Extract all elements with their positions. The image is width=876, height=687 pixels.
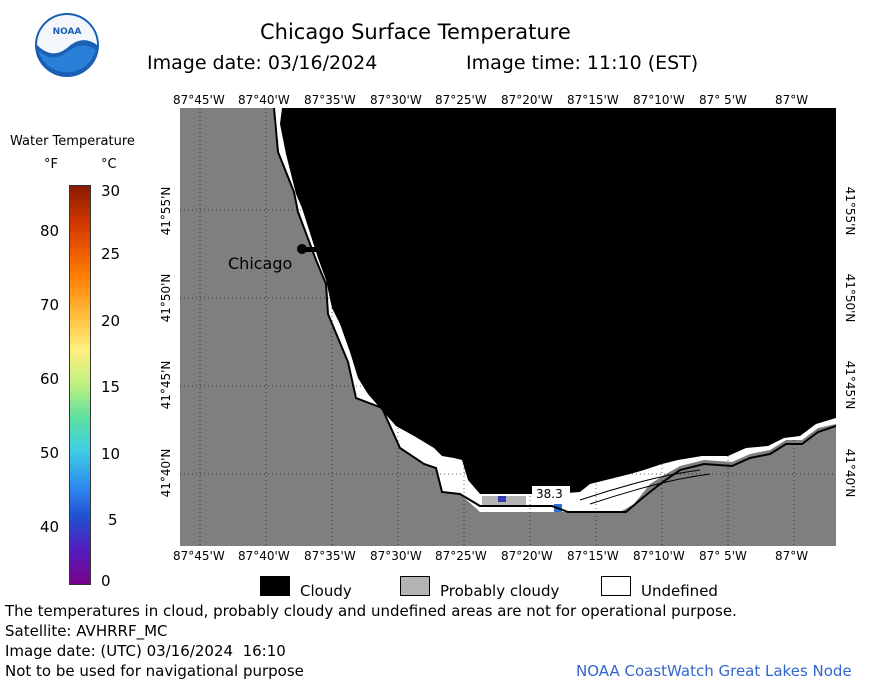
lon-label-top: 87°35'W (304, 93, 356, 107)
chicago-pier (302, 247, 324, 252)
utc-date: Image date: (UTC) 03/16/2024 16:10 (5, 642, 286, 660)
lat-label-right: 41°45'N (843, 360, 857, 410)
legend-label-cloudy: Cloudy (300, 582, 352, 600)
legend-swatch-probably-cloudy (400, 576, 430, 596)
temp-label: 38.3 (536, 487, 563, 501)
lat-label-right: 41°55'N (843, 186, 857, 236)
lon-label-bottom: 87°W (775, 549, 809, 563)
lon-label-top: 87°45'W (173, 93, 225, 107)
c-tick: 5 (108, 511, 118, 529)
lon-label-bottom: 87°25'W (435, 549, 487, 563)
legend-swatch-undefined (601, 576, 631, 596)
lon-label-top: 87°15'W (567, 93, 619, 107)
lat-label-left: 41°45'N (159, 360, 173, 410)
lon-label-bottom: 87°10'W (633, 549, 685, 563)
colorbar (69, 185, 91, 585)
f-tick: 70 (40, 296, 60, 314)
nav-warning: Not to be used for navigational purpose (5, 662, 304, 680)
lon-label-top: 87°10'W (633, 93, 685, 107)
coastline (273, 108, 836, 513)
image-date: Image date: 03/16/2024 (147, 52, 378, 74)
colorbar-unit-c: °C (101, 157, 117, 172)
f-tick: 60 (40, 370, 60, 388)
lon-label-bottom: 87° 5'W (699, 549, 747, 563)
legend-label-probably-cloudy: Probably cloudy (440, 582, 560, 600)
c-tick: 15 (101, 378, 121, 396)
temp-label-bg (532, 486, 570, 500)
map-title: Chicago Surface Temperature (260, 20, 571, 44)
lon-label-top: 87°40'W (238, 93, 290, 107)
f-tick: 40 (40, 518, 60, 536)
logo-text: NOAA (53, 27, 82, 37)
lon-label-bottom: 87°40'W (238, 549, 290, 563)
satellite-info: Satellite: AVHRRF_MC (5, 622, 168, 640)
lon-label-bottom: 87°20'W (501, 549, 553, 563)
f-tick: 50 (40, 444, 60, 462)
c-tick: 0 (101, 572, 111, 590)
lat-label-left: 41°40'N (159, 448, 173, 498)
grid (180, 108, 836, 546)
lon-label-top: 87°20'W (501, 93, 553, 107)
lat-label-left: 41°50'N (159, 273, 173, 323)
c-tick: 20 (101, 312, 121, 330)
lat-label-right: 41°50'N (843, 273, 857, 323)
lon-label-top: 87°25'W (435, 93, 487, 107)
colorbar-unit-f: °F (44, 157, 58, 172)
legend-label-undefined: Undefined (641, 582, 718, 600)
lat-label-left: 41°55'N (159, 186, 173, 236)
lon-label-bottom: 87°15'W (567, 549, 619, 563)
c-tick: 25 (101, 245, 121, 263)
f-tick: 80 (40, 222, 60, 240)
disclaimer: The temperatures in cloud, probably clou… (5, 602, 737, 620)
credit: NOAA CoastWatch Great Lakes Node (576, 662, 852, 680)
noaa-logo: NOAA (34, 12, 100, 78)
cloud-area (280, 108, 836, 494)
city-label: Chicago (228, 254, 292, 273)
lon-label-bottom: 87°45'W (173, 549, 225, 563)
lon-label-top: 87°W (775, 93, 809, 107)
image-time: Image time: 11:10 (EST) (466, 52, 699, 74)
lon-label-top: 87° 5'W (699, 93, 747, 107)
map-svg: 38.3 Chicago (180, 108, 836, 546)
lon-label-bottom: 87°35'W (304, 549, 356, 563)
legend-swatch-cloudy (260, 576, 290, 596)
isotherm-contours (579, 469, 711, 505)
c-tick: 30 (101, 182, 121, 200)
temp-pixel (498, 496, 506, 502)
lat-label-right: 41°40'N (843, 448, 857, 498)
lon-label-bottom: 87°30'W (370, 549, 422, 563)
colorbar-title: Water Temperature (10, 134, 135, 149)
map-area: 38.3 Chicago (180, 108, 836, 546)
lon-label-top: 87°30'W (370, 93, 422, 107)
c-tick: 10 (101, 445, 121, 463)
